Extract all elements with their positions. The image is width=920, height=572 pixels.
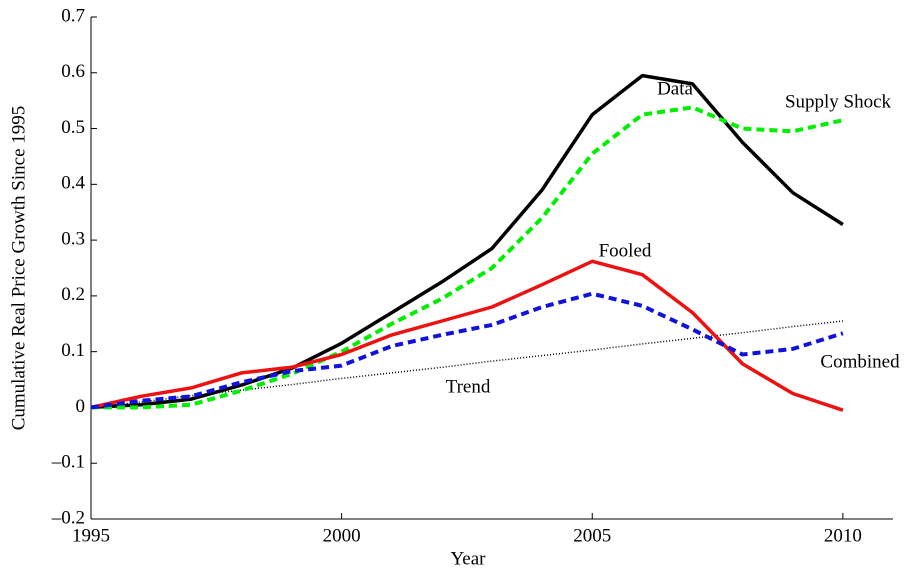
x-tick-label: 1995 xyxy=(72,525,110,546)
y-tick-label: 0.6 xyxy=(61,61,85,82)
series-label: Trend xyxy=(446,376,491,397)
series-label: Combined xyxy=(820,351,900,372)
x-axis-label: Year xyxy=(450,548,486,569)
y-tick-label: 0 xyxy=(76,396,86,417)
series-line xyxy=(91,105,844,410)
y-tick-label: –0.2 xyxy=(51,507,85,528)
y-tick-label: –0.1 xyxy=(51,452,85,473)
x-tick-label: 2010 xyxy=(824,525,862,546)
y-tick-label: 0.3 xyxy=(61,228,85,249)
y-tick-label: 0.2 xyxy=(61,284,85,305)
y-tick-label: 0.5 xyxy=(61,117,85,138)
y-axis-label: Cumulative Real Price Growth Since 1995 xyxy=(8,106,29,431)
series-label: Supply Shock xyxy=(785,91,892,112)
y-tick-label: 0.4 xyxy=(61,173,85,194)
series-line xyxy=(90,73,844,410)
series-label: Data xyxy=(657,78,693,99)
y-tick-label: 0.7 xyxy=(61,5,85,26)
y-tick-label: 0.1 xyxy=(61,340,85,361)
x-tick-label: 2000 xyxy=(323,525,361,546)
series-line xyxy=(90,291,844,410)
series-label: Fooled xyxy=(599,240,652,261)
x-tick-label: 2005 xyxy=(573,525,611,546)
series-line xyxy=(90,259,844,412)
